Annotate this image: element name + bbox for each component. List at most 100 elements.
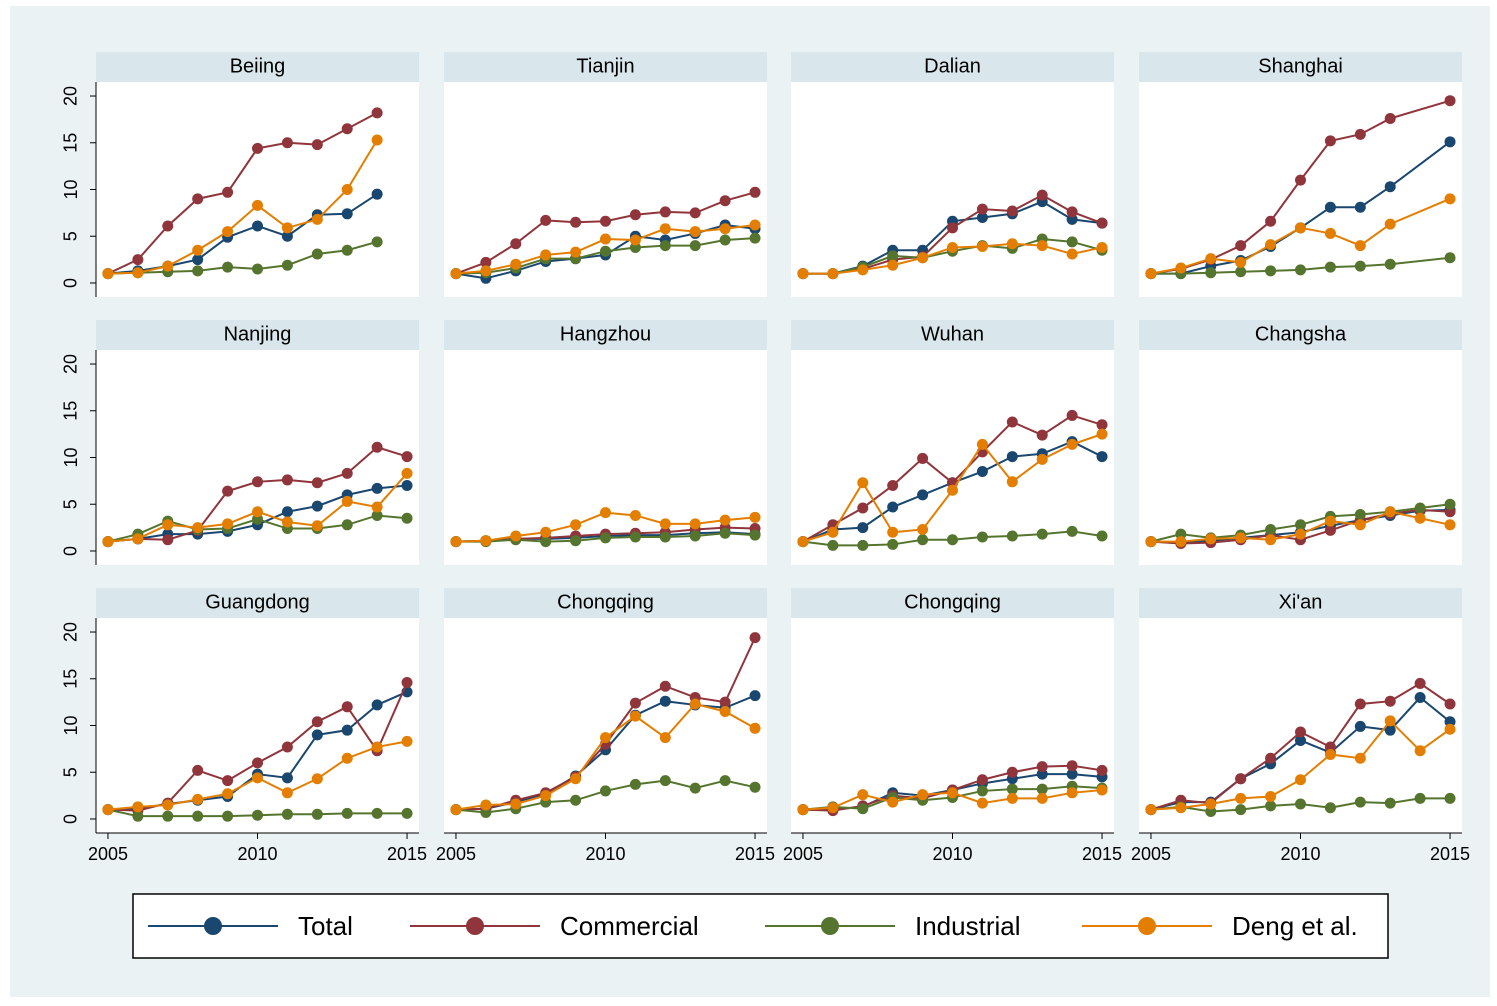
data-point bbox=[827, 268, 839, 280]
data-point bbox=[749, 722, 761, 734]
data-point bbox=[1096, 451, 1108, 463]
panel-strip bbox=[444, 588, 767, 618]
data-point bbox=[1384, 695, 1396, 707]
data-point bbox=[917, 789, 929, 801]
panel-title: Xi'an bbox=[1279, 591, 1323, 613]
data-point bbox=[192, 810, 204, 822]
panel-strip bbox=[1139, 320, 1462, 350]
data-point bbox=[1354, 752, 1366, 764]
data-point bbox=[1444, 519, 1456, 531]
data-point bbox=[401, 512, 413, 524]
data-point bbox=[887, 796, 899, 808]
data-point bbox=[1295, 528, 1306, 540]
data-point bbox=[222, 485, 234, 497]
data-point bbox=[689, 226, 701, 238]
data-point bbox=[1444, 252, 1456, 264]
data-point bbox=[1444, 136, 1456, 148]
data-point bbox=[1096, 428, 1108, 440]
data-point bbox=[719, 195, 731, 207]
data-point bbox=[659, 223, 671, 235]
data-point bbox=[311, 500, 323, 512]
plot-area bbox=[96, 350, 419, 565]
data-point bbox=[311, 773, 323, 785]
data-point bbox=[252, 142, 263, 154]
legend-marker bbox=[821, 917, 839, 935]
data-point bbox=[659, 775, 671, 787]
data-point bbox=[1066, 760, 1078, 772]
data-point bbox=[749, 511, 761, 523]
data-point bbox=[132, 254, 144, 266]
legend-label: Deng et al. bbox=[1232, 911, 1358, 941]
data-point bbox=[480, 265, 492, 277]
data-point bbox=[1354, 698, 1366, 710]
data-point bbox=[659, 531, 671, 543]
plot-area bbox=[444, 82, 767, 297]
plot-area bbox=[96, 618, 419, 833]
panel-strip bbox=[444, 52, 767, 82]
data-point bbox=[1066, 787, 1078, 799]
data-point bbox=[749, 781, 761, 793]
y-tick-label: 5 bbox=[61, 231, 81, 241]
data-point bbox=[1324, 748, 1336, 760]
data-point bbox=[311, 808, 323, 820]
series-line bbox=[1150, 197, 1451, 275]
data-point bbox=[659, 206, 671, 218]
data-point bbox=[1444, 95, 1456, 107]
data-point bbox=[540, 249, 552, 261]
data-point bbox=[1036, 783, 1048, 795]
data-point bbox=[887, 259, 899, 271]
data-point bbox=[1205, 533, 1217, 545]
panel-strip bbox=[96, 320, 419, 350]
data-point bbox=[281, 222, 293, 234]
data-point bbox=[659, 518, 671, 530]
data-point bbox=[1096, 764, 1108, 776]
data-point bbox=[162, 220, 174, 232]
y-tick-label: 20 bbox=[61, 622, 81, 642]
data-point bbox=[1384, 218, 1396, 230]
y-tick-label: 0 bbox=[61, 546, 81, 556]
data-point bbox=[1354, 128, 1366, 140]
data-point bbox=[1235, 240, 1247, 252]
legend-marker bbox=[1138, 917, 1156, 935]
data-point bbox=[1354, 240, 1366, 252]
y-tick-label: 5 bbox=[61, 767, 81, 777]
data-point bbox=[281, 474, 293, 486]
data-point bbox=[797, 804, 809, 816]
data-point bbox=[281, 506, 293, 518]
plot-area bbox=[791, 82, 1114, 297]
data-point bbox=[371, 441, 383, 453]
panel-strip bbox=[791, 588, 1114, 618]
data-point bbox=[1145, 804, 1157, 816]
data-point bbox=[281, 808, 293, 820]
data-point bbox=[162, 799, 174, 811]
data-point bbox=[222, 226, 234, 238]
data-point bbox=[947, 241, 958, 253]
data-point bbox=[857, 789, 869, 801]
data-point bbox=[252, 263, 263, 275]
panel-title: Changsha bbox=[1255, 323, 1347, 345]
data-point bbox=[659, 732, 671, 744]
data-point bbox=[371, 107, 383, 119]
data-point bbox=[510, 258, 522, 270]
data-point bbox=[371, 741, 383, 753]
data-point bbox=[1295, 264, 1306, 276]
series-line bbox=[107, 139, 378, 275]
data-point bbox=[1036, 240, 1048, 252]
x-tick-label: 2010 bbox=[237, 844, 277, 864]
y-tick-label: 20 bbox=[61, 354, 81, 374]
data-point bbox=[1006, 238, 1018, 250]
y-tick-label: 15 bbox=[61, 401, 81, 421]
data-point bbox=[600, 233, 611, 245]
data-point bbox=[252, 476, 263, 488]
data-point bbox=[1324, 227, 1336, 239]
data-point bbox=[976, 774, 988, 786]
data-point bbox=[341, 752, 353, 764]
panel-title: Chongqing bbox=[557, 591, 654, 613]
data-point bbox=[1006, 792, 1018, 804]
data-point bbox=[1235, 266, 1247, 278]
data-point bbox=[887, 526, 899, 538]
panel-title: Chongqing bbox=[904, 591, 1001, 613]
data-point bbox=[1414, 677, 1426, 689]
data-point bbox=[719, 705, 731, 717]
